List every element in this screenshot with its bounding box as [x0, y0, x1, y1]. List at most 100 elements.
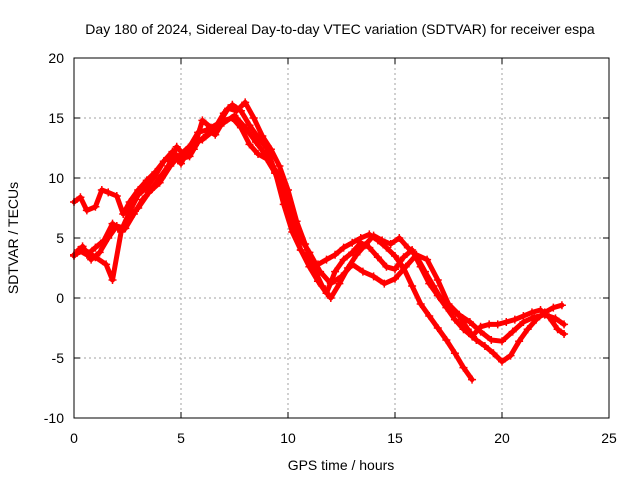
data-point-marker — [104, 188, 113, 197]
data-point-marker — [241, 98, 250, 107]
data-point-marker — [391, 252, 399, 260]
y-axis-label: SDTVAR / TECUs — [5, 182, 21, 294]
data-point-marker — [91, 202, 100, 211]
x-tick-label: 0 — [70, 430, 78, 446]
data-point-marker — [498, 337, 506, 346]
data-point-marker — [95, 248, 104, 257]
data-point-marker — [249, 114, 258, 122]
data-point-marker — [326, 294, 335, 302]
data-point-marker — [313, 277, 322, 286]
data-point-marker — [288, 222, 297, 230]
data-point-marker — [279, 190, 288, 199]
data-point-marker — [102, 260, 111, 269]
data-point-marker — [172, 142, 181, 151]
data-point-marker — [266, 145, 275, 154]
data-point-marker — [472, 336, 481, 344]
data-point-marker — [487, 336, 496, 344]
data-point-marker — [545, 313, 554, 322]
data-point-marker — [480, 342, 489, 350]
series-trace — [71, 113, 567, 344]
data-point-marker — [485, 320, 494, 329]
data-point-marker — [305, 248, 314, 257]
tick-layer: 0 5 10 15 20 25 -10 -5 0 5 10 15 20 — [44, 50, 617, 446]
data-point-marker — [530, 313, 539, 322]
data-point-marker — [151, 171, 160, 180]
data-point-marker — [339, 255, 348, 264]
data-point-marker — [468, 332, 477, 341]
data-point-marker — [502, 318, 511, 326]
data-point-marker — [348, 260, 357, 269]
series-track-d — [74, 114, 569, 341]
data-point-marker — [202, 126, 211, 134]
data-point-marker — [391, 274, 399, 283]
data-point-marker — [442, 336, 451, 344]
y-tick-label: -5 — [52, 350, 65, 366]
data-point-marker — [322, 255, 331, 264]
y-tick-label: 10 — [48, 170, 64, 186]
data-point-marker — [91, 253, 100, 262]
data-point-marker — [425, 312, 434, 320]
data-point-marker — [433, 324, 442, 332]
data-point-marker — [356, 238, 365, 247]
data-point-marker — [177, 159, 185, 168]
data-point-marker — [245, 121, 254, 130]
data-point-marker — [198, 135, 207, 144]
data-point-marker — [271, 169, 280, 178]
data-point-marker — [134, 204, 143, 212]
data-point-marker — [97, 186, 106, 194]
data-point-marker — [258, 132, 267, 140]
data-point-marker — [442, 303, 451, 312]
data-point-marker — [305, 262, 314, 271]
data-point-marker — [358, 267, 367, 276]
data-point-marker — [459, 325, 468, 334]
x-tick-label: 15 — [387, 430, 403, 446]
data-point-marker — [425, 279, 434, 288]
data-point-marker — [549, 303, 558, 312]
data-point-marker — [508, 327, 517, 336]
y-tick-label: 0 — [56, 290, 64, 306]
x-axis-label: GPS time / hours — [288, 457, 395, 473]
data-point-marker — [322, 289, 331, 298]
data-point-marker — [380, 279, 389, 288]
data-point-marker — [493, 320, 502, 329]
data-point-marker — [391, 265, 399, 274]
data-point-marker — [459, 363, 468, 372]
data-point-marker — [519, 312, 528, 320]
x-tick-label: 25 — [601, 430, 617, 446]
data-point-marker — [510, 315, 519, 324]
data-point-marker — [560, 330, 569, 338]
data-point-marker — [82, 206, 91, 215]
data-point-marker — [275, 162, 284, 170]
data-point-marker — [557, 301, 566, 310]
data-point-marker — [91, 243, 100, 252]
data-point-marker — [401, 262, 410, 271]
data-point-marker — [185, 142, 194, 151]
data-point-marker — [159, 157, 168, 166]
data-point-marker — [560, 320, 569, 329]
x-tick-label: 5 — [177, 430, 185, 446]
data-point-marker — [382, 243, 391, 252]
data-point-marker — [219, 116, 228, 125]
data-point-marker — [337, 272, 346, 281]
data-point-marker — [142, 183, 151, 192]
data-point-marker — [99, 236, 108, 245]
data-point-marker — [468, 375, 477, 384]
data-point-marker — [382, 262, 391, 271]
data-point-marker — [433, 291, 442, 300]
data-point-marker — [476, 322, 485, 331]
data-point-marker — [76, 193, 85, 202]
data-point-marker — [168, 150, 177, 158]
y-tick-label: 5 — [56, 230, 64, 246]
data-point-marker — [348, 248, 357, 257]
data-point-marker — [403, 243, 412, 252]
data-point-marker — [408, 246, 417, 254]
data-point-marker — [194, 128, 203, 137]
data-point-marker — [352, 250, 361, 259]
data-point-marker — [335, 279, 344, 288]
series-trace — [75, 115, 567, 339]
data-point-marker — [134, 190, 143, 199]
data-point-marker — [465, 318, 474, 326]
data-point-marker — [527, 308, 536, 317]
data-point-marker — [112, 192, 121, 200]
